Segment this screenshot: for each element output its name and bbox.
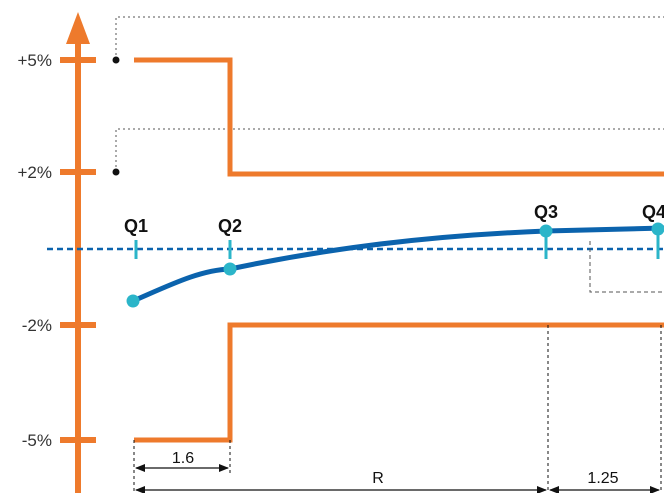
curve-point-q2 [223,262,237,276]
lower-limit-line [134,322,664,443]
curve-point-q4 [651,222,664,236]
marker-label-q3: Q3 [534,202,558,222]
upper-limit-line [134,57,664,177]
curve-point-start [126,294,140,308]
marker-label-q1: Q1 [124,216,148,236]
dim-label-r: R [372,470,384,487]
label-plus5: +5% [18,51,53,70]
inner-dotted-guide [115,128,664,172]
inner-guide-dot [112,168,120,176]
label-minus2: -2% [22,316,52,335]
right-gray-bracket [589,241,664,293]
dim-label-1-6: 1.6 [172,450,194,467]
measurement-curve [130,225,664,304]
label-plus2: +2% [18,163,53,182]
marker-label-q2: Q2 [218,216,242,236]
curve-point-q3 [539,224,553,238]
label-minus5: -5% [22,431,52,450]
upper-guide-dot [112,56,120,64]
upper-dotted-guide [115,16,664,60]
axis-arrow-head [66,12,90,44]
dim-label-1-25: 1.25 [587,470,618,487]
marker-label-q4: Q4 [642,202,664,222]
